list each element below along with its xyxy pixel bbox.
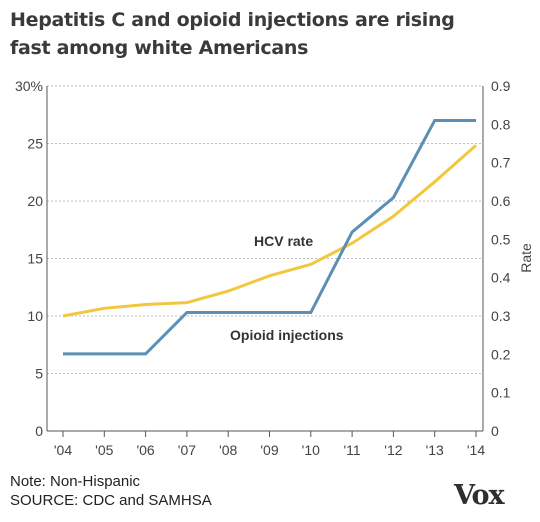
y-left-tick-label: 20: [27, 193, 43, 209]
x-tick-label: '14: [467, 442, 485, 458]
y-right-tick-label: 0.5: [491, 231, 511, 247]
grid-lines: [47, 85, 483, 374]
y-left-tick-label: 25: [27, 136, 43, 152]
y-right-tick-label: 0.8: [491, 116, 511, 132]
hcv-rate-line: [62, 144, 477, 318]
y-left-tick-label: 30%: [15, 78, 43, 94]
source-text: SOURCE: CDC and SAMHSA: [10, 492, 212, 509]
x-tick-label: '07: [178, 442, 196, 458]
x-tick-label: '09: [260, 442, 278, 458]
y-left-tick-label: 15: [27, 251, 43, 267]
x-tick-label: '13: [426, 442, 444, 458]
chart-title-line-1: Hepatitis C and opioid injections are ri…: [10, 9, 455, 31]
chart-footnote: Note: Non-Hispanic SOURCE: CDC and SAMHS…: [10, 472, 212, 510]
x-tick-label: '06: [136, 442, 154, 458]
y-right-tick-label: 0.9: [491, 78, 511, 94]
series-layer: [62, 119, 477, 356]
x-tick-label: '05: [95, 442, 113, 458]
y-right-tick-label: 0.3: [491, 308, 511, 324]
x-tick-label: '04: [54, 442, 72, 458]
x-tick-label: '08: [219, 442, 237, 458]
y-right-tick-label: 0.7: [491, 155, 511, 171]
chart-title-line-2: fast among white Americans: [10, 37, 309, 59]
y-right-tick-label: 0.1: [491, 385, 511, 401]
vox-logo: Vox: [454, 480, 505, 511]
x-tick-label: '10: [302, 442, 320, 458]
y-left-tick-label: 5: [35, 366, 43, 382]
y-right-tick-label: 0: [491, 423, 499, 439]
opioid-injections-label: Opioid injections: [230, 327, 344, 343]
x-tick-label: '11: [343, 442, 360, 458]
y-right-axis-label: Rate: [518, 243, 534, 273]
y-left-tick-label: 0: [35, 423, 43, 439]
y-right-tick-label: 0.2: [491, 346, 511, 362]
y-left-tick-label: 10: [27, 308, 43, 324]
note-text: Note: Non-Hispanic: [10, 473, 141, 490]
y-right-tick-label: 0.6: [491, 193, 511, 209]
axes: 30% 25 20 15 10 5 0 0.9 0.8 0.7 0.6 0.5 0.4 0.3 0.2 0.1…: [15, 78, 534, 458]
series-labels: HCV rate Opioid injections: [230, 233, 344, 343]
hcv-rate-label: HCV rate: [254, 233, 313, 249]
chart-title: Hepatitis C and opioid injections are ri…: [10, 6, 510, 62]
y-right-tick-label: 0.4: [491, 270, 511, 286]
opioid-injections-line: [63, 119, 476, 356]
x-tick-label: '12: [384, 442, 402, 458]
